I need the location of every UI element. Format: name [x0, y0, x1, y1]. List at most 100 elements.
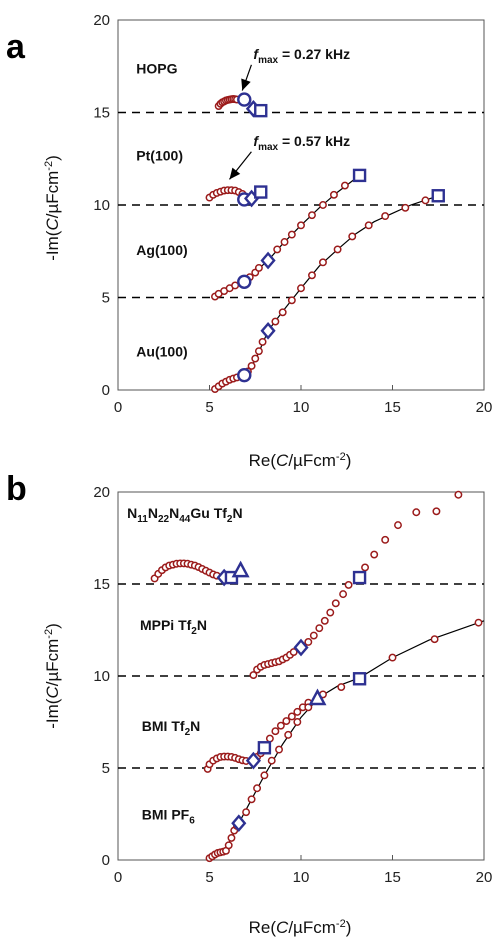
square-marker [254, 185, 268, 199]
data-point [329, 190, 338, 199]
square-marker [257, 741, 272, 755]
data-point [326, 608, 335, 617]
data-point [265, 734, 274, 743]
x-tick-label: 5 [205, 869, 213, 886]
data-point [284, 730, 293, 739]
square-marker [352, 168, 367, 183]
data-point [280, 238, 289, 246]
square-marker [352, 570, 367, 585]
data-point [271, 317, 280, 326]
y-tick-label: 15 [93, 105, 110, 122]
data-point [247, 795, 256, 804]
data-point [474, 618, 483, 627]
square-marker [431, 189, 445, 203]
diamond-marker [293, 638, 309, 657]
data-point [287, 230, 296, 239]
data-point [289, 648, 298, 657]
x-tick-label: 15 [384, 869, 401, 886]
data-point [319, 201, 327, 209]
circle-marker [237, 92, 252, 107]
data-point [293, 718, 302, 726]
square-marker [352, 672, 367, 686]
series-label: HOPG [136, 61, 177, 77]
data-point [276, 721, 285, 730]
data-point [242, 808, 251, 817]
x-tick-label: 0 [114, 869, 122, 886]
y-tick-label: 0 [102, 382, 110, 399]
fmax-annotation: fmax = 0.57 kHz [253, 133, 350, 153]
data-point [254, 263, 263, 272]
diamond-marker [260, 251, 276, 270]
diamond-marker [231, 814, 247, 833]
data-point [267, 756, 276, 765]
data-point [271, 727, 280, 736]
diamond-marker [245, 751, 262, 770]
data-point [304, 703, 313, 712]
y-tick-label: 10 [93, 668, 110, 685]
x-tick-label: 5 [205, 399, 213, 416]
series-label: MPPi Tf2N [140, 617, 207, 637]
fmax-annotation: fmax = 0.27 kHz [253, 46, 350, 66]
data-point [253, 784, 262, 793]
data-point [315, 624, 324, 633]
data-point [340, 181, 349, 190]
data-point [454, 490, 463, 499]
data-point [401, 203, 410, 212]
data-point [337, 683, 346, 691]
triangle-marker [231, 560, 250, 578]
data-point [331, 599, 340, 608]
triangle-marker [308, 688, 327, 706]
fmax-arrow-head [229, 167, 241, 180]
x-tick-label: 20 [476, 399, 493, 416]
x-tick-label: 15 [384, 399, 401, 416]
x-tick-label: 20 [476, 869, 493, 886]
data-point [388, 653, 397, 662]
panel-b-ylabel: -Im(C/µFcm-2) [43, 623, 62, 729]
x-tick-label: 10 [293, 869, 310, 886]
circle-marker [237, 368, 252, 383]
data-point [254, 347, 263, 356]
data-point [381, 212, 390, 221]
data-point [412, 508, 421, 517]
data-point [394, 521, 402, 530]
data-point [370, 550, 379, 559]
data-point [432, 507, 441, 516]
data-point [421, 196, 430, 205]
y-tick-label: 10 [93, 197, 110, 214]
panel-b: b -Im(C/µFcm-2) Re(C/µFcm-2) 0 5 10 15 20 0 5 1… [6, 470, 492, 937]
square-marker [254, 103, 268, 118]
y-tick-label: 20 [93, 484, 110, 501]
y-tick-label: 20 [93, 12, 110, 29]
x-tick-label: 0 [114, 399, 122, 416]
data-point [361, 563, 369, 572]
diamond-marker [260, 321, 276, 340]
data-point [260, 771, 269, 780]
data-point [381, 535, 390, 544]
series-label: BMI PF6 [142, 807, 195, 827]
data-point [278, 308, 287, 317]
data-point [304, 638, 313, 646]
x-tick-label: 10 [293, 399, 310, 416]
data-point [224, 841, 233, 850]
data-point [309, 631, 318, 640]
data-point [247, 362, 256, 370]
fit-line [209, 620, 485, 859]
data-point [430, 635, 439, 644]
y-tick-label: 5 [102, 290, 110, 307]
data-point [333, 245, 342, 254]
fit-line [214, 195, 439, 390]
series-label: Au(100) [136, 344, 187, 360]
data-point [251, 354, 260, 363]
series-label: Ag(100) [136, 242, 187, 258]
square-marker [224, 570, 239, 585]
panel-a-letter: a [6, 28, 26, 66]
data-point [287, 296, 296, 305]
data-point [364, 221, 373, 230]
data-point [282, 717, 291, 726]
panel-b-xlabel: Re(C/µFcm-2) [249, 918, 352, 937]
data-point [273, 245, 282, 254]
data-point [348, 232, 357, 241]
circle-marker [237, 274, 252, 289]
data-point [293, 707, 302, 716]
panel-b-letter: b [6, 470, 27, 508]
